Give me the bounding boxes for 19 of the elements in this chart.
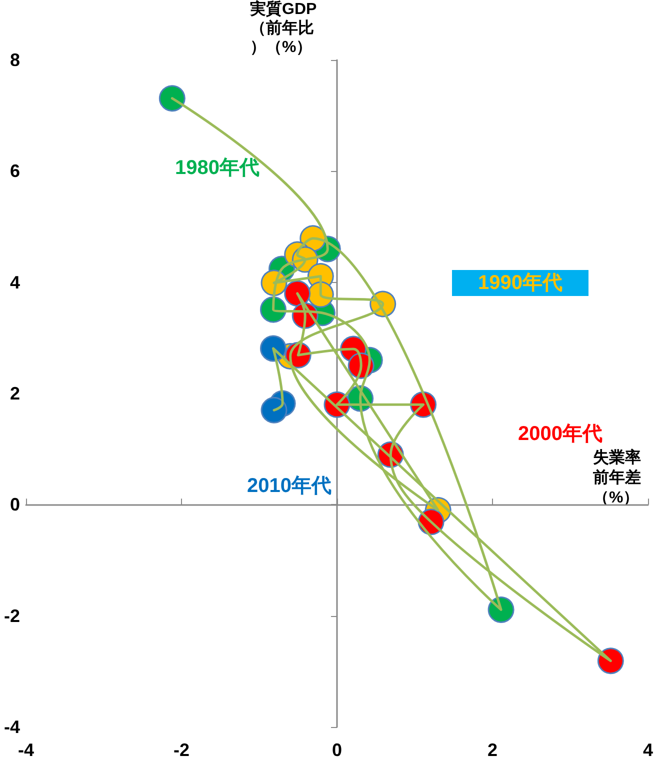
y-tick-label: 6 <box>10 161 20 182</box>
x-tick-label: 4 <box>642 740 654 759</box>
y-tick-label: 8 <box>10 50 20 70</box>
text: 2010年代 <box>247 475 332 497</box>
y-tick-label: -4 <box>4 717 20 737</box>
point <box>158 85 186 112</box>
x-tick-label: 2 <box>487 740 498 759</box>
point <box>260 396 288 424</box>
y-tick-label: 2 <box>10 384 20 404</box>
text: 2000年代 <box>518 423 602 445</box>
x-tick-label: 0 <box>332 740 342 759</box>
x-tick-label: -2 <box>173 740 190 759</box>
y-tick-label: 0 <box>10 494 20 515</box>
y-axis-title: 実質GDP（前年比）（%） <box>249 0 317 56</box>
y-tick-label: 4 <box>10 272 20 292</box>
y-tick-label: -2 <box>4 606 20 626</box>
text: 1990年代 <box>478 272 562 294</box>
text: 1980年代 <box>175 157 260 179</box>
point <box>597 648 624 674</box>
